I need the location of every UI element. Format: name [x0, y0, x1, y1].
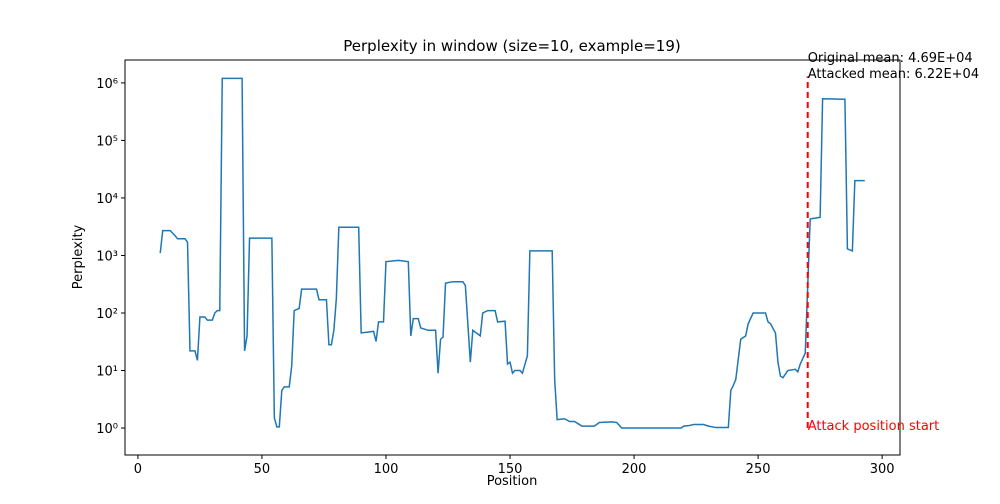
x-tick-label: 0 [134, 462, 142, 477]
y-tick-label: 10² [96, 307, 118, 322]
x-axis-label: Position [487, 474, 538, 489]
y-tick-label: 10⁶ [96, 77, 118, 92]
chart-title: Perplexity in window (size=10, example=1… [343, 37, 680, 55]
y-axis-label: Perplexity [71, 224, 86, 289]
y-tick-label: 10⁰ [96, 422, 118, 437]
x-tick-label: 300 [870, 462, 895, 477]
data-line [159, 77, 865, 429]
y-tick-label: 10⁴ [96, 192, 118, 207]
y-tick-label: 10³ [96, 249, 118, 264]
x-tick-label: 200 [622, 462, 647, 477]
x-tick-label: 150 [498, 462, 523, 477]
x-tick-label: 50 [254, 462, 271, 477]
annotation: Original mean: 4.69E+04 [808, 51, 973, 66]
annotation: Attacked mean: 6.22E+04 [808, 67, 979, 82]
plot-frame [124, 59, 901, 456]
x-tick-label: 100 [374, 462, 399, 477]
x-tick-label: 250 [746, 462, 771, 477]
y-tick-label: 10¹ [96, 365, 118, 380]
y-tick-label: 10⁵ [96, 134, 118, 149]
attack-label: Attack position start [808, 419, 940, 434]
